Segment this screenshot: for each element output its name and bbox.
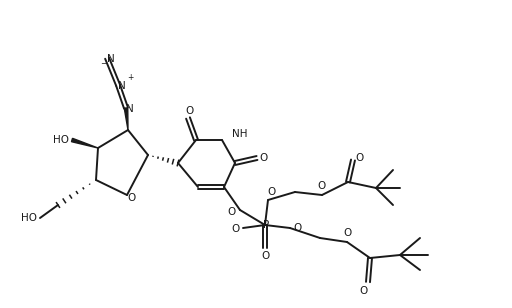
Text: N: N <box>126 104 134 114</box>
Text: O: O <box>360 286 368 296</box>
Text: HO: HO <box>53 135 69 145</box>
Text: P: P <box>263 220 269 230</box>
Text: −: − <box>100 59 108 68</box>
Text: N: N <box>107 54 115 64</box>
Text: O: O <box>293 223 301 233</box>
Text: N: N <box>118 81 126 91</box>
Text: NH: NH <box>232 129 247 139</box>
Text: O: O <box>260 153 268 163</box>
Text: O: O <box>356 153 364 163</box>
Text: O: O <box>318 181 326 191</box>
Polygon shape <box>72 138 98 148</box>
Text: O: O <box>231 224 239 234</box>
Text: O: O <box>343 228 351 238</box>
Polygon shape <box>124 108 128 130</box>
Text: O: O <box>261 251 269 261</box>
Text: O: O <box>127 193 135 203</box>
Text: HO: HO <box>21 213 37 223</box>
Text: O: O <box>185 106 193 116</box>
Text: +: + <box>127 73 133 82</box>
Text: O: O <box>267 187 275 197</box>
Text: O: O <box>228 207 236 217</box>
